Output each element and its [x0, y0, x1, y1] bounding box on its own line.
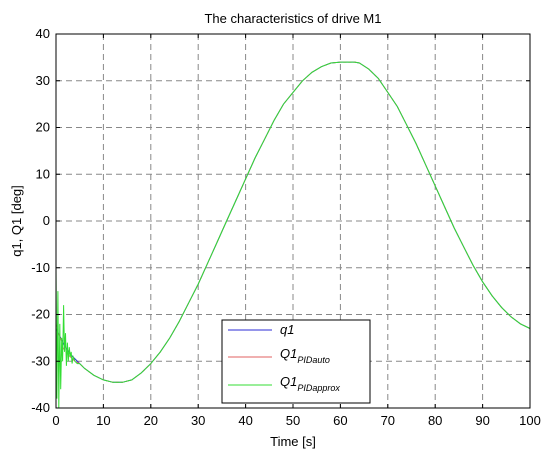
y-tick-label: -10	[31, 260, 50, 275]
series-lines	[55, 61, 531, 409]
legend-label-q1-main: q1	[280, 322, 294, 337]
legend-label-q1: q1	[280, 322, 294, 337]
x-tick-label: 70	[381, 413, 395, 428]
x-axis-title: Time [s]	[270, 434, 316, 449]
x-tick-label: 100	[519, 413, 541, 428]
x-tick-label: 50	[286, 413, 300, 428]
y-tick-label: -30	[31, 353, 50, 368]
x-tick-label: 10	[96, 413, 110, 428]
y-axis-title: q1, Q1 [deg]	[9, 185, 24, 257]
legend-label-pidapprox-sub: PIDapprox	[297, 383, 340, 393]
legend: q1 Q1PIDauto Q1PIDapprox	[221, 319, 371, 404]
legend-label-pidapprox: Q1PIDapprox	[280, 374, 340, 393]
x-tick-label: 60	[333, 413, 347, 428]
x-tick-label: 40	[238, 413, 252, 428]
x-tick-label: 20	[144, 413, 158, 428]
legend-label-pidauto: Q1PIDauto	[280, 346, 330, 365]
x-tick-label: 80	[428, 413, 442, 428]
x-tick-label: 0	[52, 413, 59, 428]
chart-title: The characteristics of drive M1	[204, 11, 381, 26]
legend-box	[221, 319, 371, 404]
x-tick-label: 30	[191, 413, 205, 428]
y-tick-label: -40	[31, 400, 50, 415]
series-line-2	[55, 61, 531, 409]
y-tick-label: 30	[36, 73, 50, 88]
legend-label-pidauto-main: Q1	[280, 346, 297, 361]
y-tick-label: 20	[36, 120, 50, 135]
legend-label-pidauto-sub: PIDauto	[297, 355, 330, 365]
x-tick-label: 90	[475, 413, 489, 428]
y-tick-label: 10	[36, 166, 50, 181]
legend-label-pidapprox-main: Q1	[280, 374, 297, 389]
y-tick-label: 40	[36, 26, 50, 41]
y-tick-label: 0	[43, 213, 50, 228]
axis-ticks: 0 10 20 30 40 50 60 70 80 90 100 -40 -30 -20 -10 0 10 20 3…	[31, 26, 541, 428]
y-tick-label: -20	[31, 307, 50, 322]
